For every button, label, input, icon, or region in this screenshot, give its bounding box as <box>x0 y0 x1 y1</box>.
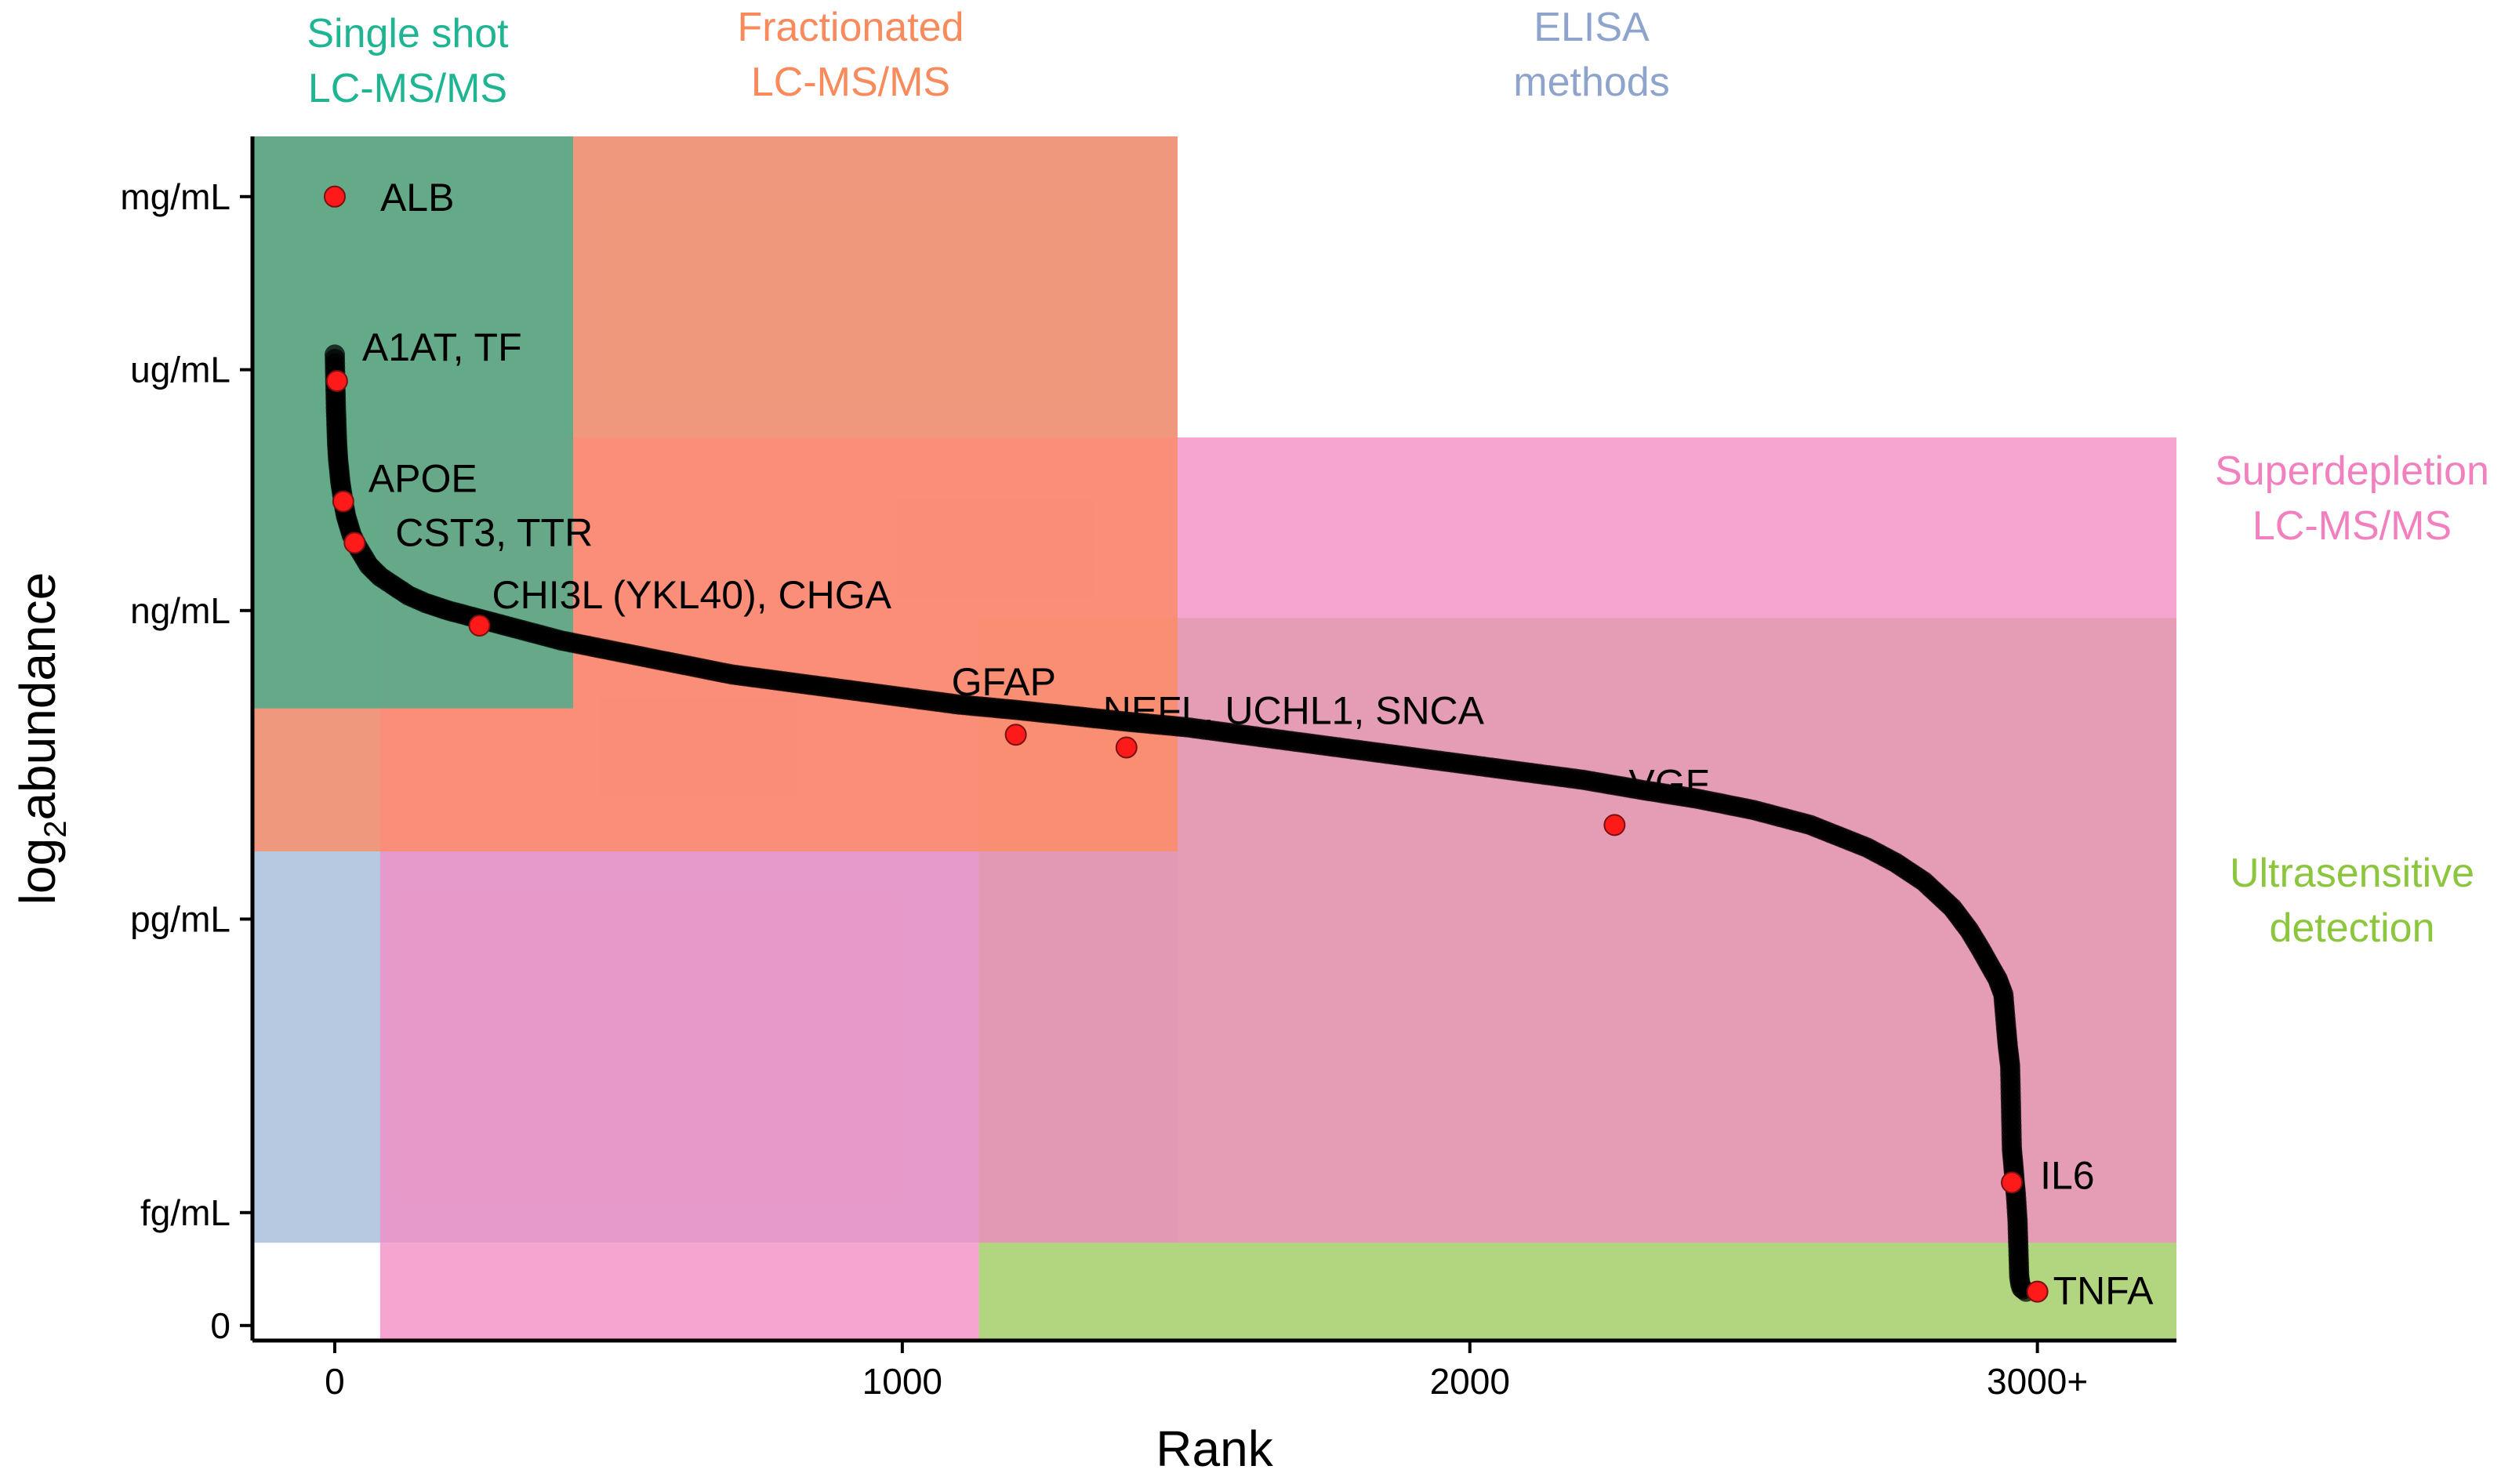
protein-label-3: APOE <box>368 457 477 501</box>
highlight-point-6 <box>1004 724 1027 746</box>
protein-label-5: CHI3L (YKL40), CHGA <box>492 573 892 617</box>
highlight-point-9 <box>2001 1171 2024 1194</box>
fractionated-label-line-2: LC-MS/MS <box>751 60 950 105</box>
highlight-point-2 <box>325 370 348 392</box>
ultrasensitive-label-line-2: detection <box>2269 905 2434 951</box>
highlight-point-7 <box>1115 736 1138 759</box>
highlight-point-3 <box>332 490 354 513</box>
single-shot-label-line-1: Single shot <box>307 11 509 56</box>
y-tick-label: 0 <box>210 1305 231 1346</box>
x-axis-title: Rank <box>1156 1421 1273 1477</box>
y-tick-label: ng/mL <box>130 590 231 631</box>
highlight-point-8 <box>1603 814 1626 836</box>
highlight-layer: ALB A1AT, TF APOE CST3, TTR CHI3L (YKL40), C… <box>323 176 2154 1313</box>
axes-layer: 0 1000 2000 3000+ mg/mL ug/mL ng/mL pg/mL fg/mL… <box>9 136 2176 1477</box>
protein-label-6: GFAP <box>952 660 1056 704</box>
protein-label-1: ALB <box>380 176 455 220</box>
single-shot-label-line-2: LC-MS/MS <box>308 66 507 111</box>
protein-label-9: IL6 <box>2040 1153 2095 1197</box>
highlight-point-5 <box>468 615 491 637</box>
ultrasensitive-label-line-1: Ultrasensitive <box>2230 851 2474 896</box>
x-tick-label: 2000 <box>1430 1361 1510 1402</box>
protein-label-7: NEFL, UCHL1, SNCA <box>1103 689 1485 733</box>
x-tick-label: 0 <box>325 1361 345 1402</box>
y-tick-label: fg/mL <box>140 1192 231 1233</box>
highlight-point-4 <box>343 532 366 554</box>
protein-label-10: TNFA <box>2053 1269 2154 1313</box>
single-shot-region <box>252 136 573 709</box>
elisa-label-line-1: ELISA <box>1534 5 1650 50</box>
y-tick-label: pg/mL <box>130 898 231 939</box>
highlight-point-10 <box>2026 1280 2049 1303</box>
y-tick-label: mg/mL <box>120 176 231 217</box>
protein-label-2: A1AT, TF <box>362 325 522 369</box>
protein-label-8: VGF <box>1628 761 1709 805</box>
regions-layer <box>252 136 2177 1341</box>
y-axis-title: log2abundance <box>9 572 73 905</box>
highlight-point-1 <box>323 185 346 208</box>
x-tick-label: 3000+ <box>1987 1361 2088 1402</box>
x-ticks: 0 1000 2000 3000+ <box>325 1341 2088 1402</box>
protein-label-4: CST3, TTR <box>395 510 593 554</box>
superdepletion-region <box>379 1243 979 1341</box>
fractionated-label-line-1: Fractionated <box>737 5 964 50</box>
y-axis-title-subscript: 2 <box>38 821 73 838</box>
y-axis-title-rest: abundance <box>9 572 66 821</box>
elisa-label-line-2: methods <box>1513 60 1669 105</box>
y-ticks: mg/mL ug/mL ng/mL pg/mL fg/mL 0 <box>120 176 252 1346</box>
superdepletion-label-line-2: LC-MS/MS <box>2252 503 2452 549</box>
superdepletion-label-line-1: Superdepletion <box>2215 448 2489 494</box>
y-axis-title-log: log <box>9 838 66 905</box>
y-tick-label: ug/mL <box>130 350 231 390</box>
region-labels-layer: ELISA methods Ultrasensitive detection Super… <box>307 5 2489 951</box>
x-tick-label: 1000 <box>862 1361 942 1402</box>
